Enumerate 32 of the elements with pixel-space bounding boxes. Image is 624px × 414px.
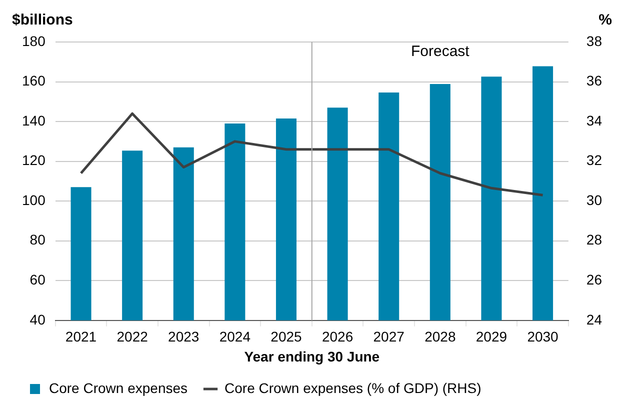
y2-tick-label: 24	[586, 311, 602, 328]
y2-tick-label: 30	[586, 192, 602, 208]
y-tick-label: 80	[30, 232, 46, 248]
y2-tick-label: 28	[586, 232, 602, 248]
x-tick-label: 2026	[322, 328, 354, 345]
y-tick-label: 180	[22, 32, 46, 49]
annotation: Forecast	[410, 43, 470, 60]
x-tick-label: 2023	[168, 328, 200, 345]
y-tick-label: 140	[22, 112, 46, 128]
y2-tick-label: 38	[586, 32, 602, 49]
legend-label: Core Crown expenses	[49, 380, 188, 396]
y2-axis-title: %	[598, 12, 612, 29]
x-tick-label: 2027	[373, 328, 405, 345]
y-tick-label: 160	[22, 72, 46, 89]
x-tick-label: 2025	[270, 328, 302, 345]
y-axis-title: $billions	[12, 12, 73, 29]
x-tick-label: 2028	[424, 328, 456, 345]
y-tick-label: 100	[22, 192, 46, 208]
x-tick-label: 2022	[116, 328, 148, 345]
y2-tick-label: 26	[586, 271, 602, 288]
y2-tick-label: 36	[586, 72, 602, 89]
y-tick-label: 120	[22, 152, 46, 168]
x-axis-title: Year ending 30 June	[244, 348, 380, 364]
x-tick-label: 2021	[65, 328, 97, 345]
y2-tick-label: 34	[586, 112, 602, 128]
x-tick-label: 2030	[527, 328, 559, 345]
y2-tick-label: 32	[586, 152, 602, 168]
y-tick-label: 40	[30, 311, 46, 328]
legend-label: Core Crown expenses (% of GDP) (RHS)	[224, 380, 482, 396]
y-tick-label: 60	[30, 271, 46, 288]
x-tick-label: 2024	[219, 328, 251, 345]
x-tick-label: 2029	[476, 328, 508, 345]
